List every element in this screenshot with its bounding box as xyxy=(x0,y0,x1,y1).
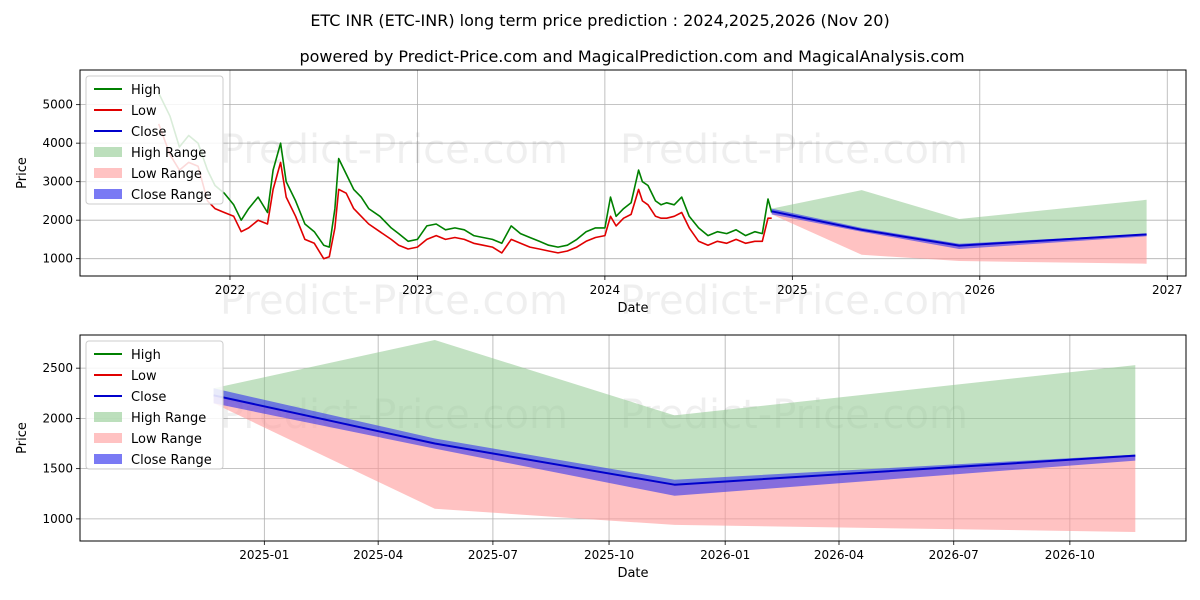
y-tick-label: 4000 xyxy=(42,136,73,150)
x-tick-label: 2022 xyxy=(215,283,246,297)
close-range-band xyxy=(213,388,1136,496)
legend-label: Low Range xyxy=(131,167,202,182)
y-tick-label: 1000 xyxy=(42,252,73,266)
y-tick-label: 3000 xyxy=(42,175,73,189)
watermark-text: Predict-Price.com xyxy=(620,127,968,173)
x-tick-label: 2025-01 xyxy=(239,548,289,562)
x-tick-label: 2026-10 xyxy=(1045,548,1095,562)
x-tick-label: 2026-01 xyxy=(700,548,750,562)
legend-swatch xyxy=(94,454,122,464)
x-tick-label: 2027 xyxy=(1152,283,1183,297)
x-tick-label: 2025-04 xyxy=(353,548,403,562)
legend-label: Low xyxy=(131,104,157,119)
high-range-band xyxy=(213,340,1136,485)
legend-label: High xyxy=(131,348,161,363)
low-price-line xyxy=(157,123,772,260)
legend-label: High Range xyxy=(131,146,206,161)
x-tick-label: 2024 xyxy=(590,283,621,297)
x-tick-label: 2025-10 xyxy=(584,548,634,562)
low-range-band xyxy=(213,395,1136,532)
watermark-text: Predict-Price.com xyxy=(220,127,568,173)
plot-frame xyxy=(79,334,1187,542)
legend-label: High xyxy=(131,83,161,98)
low-range-band xyxy=(771,211,1147,264)
legend-swatch xyxy=(94,412,122,422)
close-range-band xyxy=(771,208,1147,249)
legend-label: Close Range xyxy=(131,188,212,203)
legend-swatch xyxy=(94,147,122,157)
legend-label: Close Range xyxy=(131,453,212,468)
chart-title: ETC INR (ETC-INR) long term price predic… xyxy=(310,11,889,30)
y-axis-label: Price xyxy=(15,157,30,189)
x-tick-label: 2026 xyxy=(965,283,996,297)
y-axis-label: Price xyxy=(15,422,30,454)
y-tick-label: 2000 xyxy=(42,213,73,227)
close-forecast-line xyxy=(213,394,1136,486)
legend-label: Low Range xyxy=(131,432,202,447)
legend-label: High Range xyxy=(131,411,206,426)
close-forecast-line xyxy=(771,210,1147,247)
x-tick-label: 2023 xyxy=(402,283,433,297)
plot-frame xyxy=(79,69,1187,277)
legend-label: Low xyxy=(131,369,157,384)
forecast-panel: 2025-01 2025-04 2025-07 2025-10 2026-01 2026-… xyxy=(15,334,1187,581)
x-tick-label: 2025-07 xyxy=(468,548,518,562)
y-tick-label: 1000 xyxy=(42,512,73,526)
y-tick-label: 2000 xyxy=(42,411,73,425)
y-tick-label: 1500 xyxy=(42,462,73,476)
history-panel: 2022 2023 2024 2025 2026 2027 1000 2000 3000 4000… xyxy=(15,69,1187,324)
y-tick-label: 5000 xyxy=(42,98,73,112)
legend-label: Close xyxy=(131,125,166,140)
x-axis-label: Date xyxy=(617,566,648,581)
x-tick-label: 2025 xyxy=(777,283,808,297)
legend-swatch xyxy=(94,168,122,178)
legend-swatch xyxy=(94,433,122,443)
y-tick-label: 2500 xyxy=(42,361,73,375)
x-axis-label: Date xyxy=(617,301,648,316)
high-price-line xyxy=(157,92,773,248)
legend-swatch xyxy=(94,189,122,199)
watermark-text: Predict-Price.com xyxy=(220,278,568,324)
legend-label: Close xyxy=(131,390,166,405)
x-tick-label: 2026-07 xyxy=(929,548,979,562)
chart-subtitle: powered by Predict-Price.com and Magical… xyxy=(299,47,964,66)
watermark-text: Predict-Price.com xyxy=(620,278,968,324)
high-range-band xyxy=(771,190,1147,246)
x-tick-label: 2026-04 xyxy=(814,548,864,562)
